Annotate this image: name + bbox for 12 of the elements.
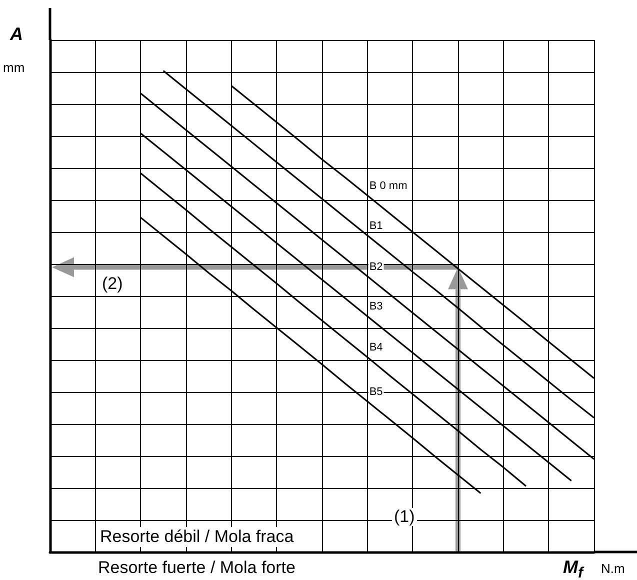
series-label: B2 [369, 260, 383, 273]
text: M$_{f}$ N.m [563, 557, 625, 580]
annotation: Resorte débil / Mola fraca [98, 527, 296, 547]
series-label: B4 [369, 342, 383, 354]
y-axis-title: A mm [3, 24, 25, 75]
annotation: (2) [102, 274, 123, 294]
series-label: B3 [369, 300, 383, 313]
annotation: (1) [392, 507, 417, 526]
series-label: B1 [369, 220, 383, 232]
text: Resorte fuerte / Mola forte [98, 558, 296, 578]
series-label: B5 [369, 386, 383, 398]
series-label: B 0 mm [369, 180, 408, 192]
